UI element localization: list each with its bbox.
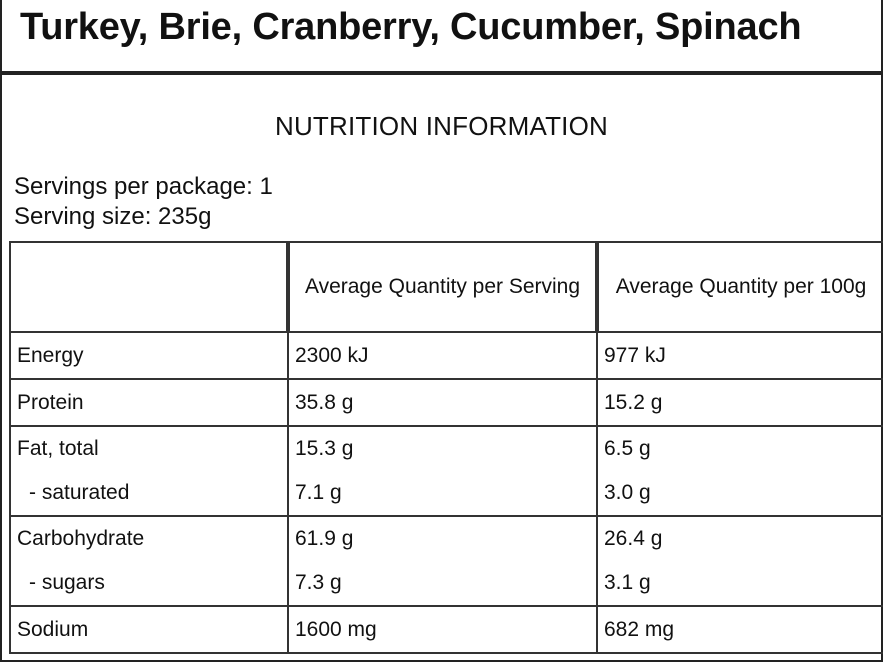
table-row-protein: Protein 35.8 g 15.2 g [9,378,883,427]
table-row-carbohydrate: Carbohydrate 61.9 g 26.4 g [9,515,883,561]
table-row-sodium: Sodium 1600 mg 682 mg [9,605,883,654]
value-per-100g: 3.1 g [596,561,883,607]
value-per-serving: 35.8 g [287,378,598,427]
nutrient-name: Carbohydrate [9,515,289,561]
value-per-100g: 26.4 g [596,515,883,561]
table-row-sugars: - sugars 7.3 g 3.1 g [9,561,883,607]
nutrient-name: Sodium [9,605,289,654]
table-row-energy: Energy 2300 kJ 977 kJ [9,331,883,380]
nutrition-heading: NUTRITION INFORMATION [274,111,609,141]
value-per-100g: 3.0 g [596,471,883,517]
table-row-fat-total: Fat, total 15.3 g 6.5 g [9,425,883,471]
header-nutrient [9,241,289,333]
serving-size: Serving size: 235g [14,203,212,230]
serving-info: Servings per package: 1 Serving size: 23… [14,172,273,232]
nutrient-name: - sugars [9,561,289,607]
nutrient-name: Protein [9,378,289,427]
table-header-row: Average Quantity per Serving Average Qua… [9,241,883,333]
value-per-100g: 15.2 g [596,378,883,427]
nutrient-name: - saturated [9,471,289,517]
header-per-100g: Average Quantity per 100g [595,241,883,333]
value-per-serving: 7.1 g [287,471,598,517]
value-per-serving: 1600 mg [287,605,598,654]
title-divider [2,71,881,75]
nutrition-table: Average Quantity per Serving Average Qua… [9,241,883,654]
table-row-saturated: - saturated 7.1 g 3.0 g [9,471,883,517]
product-title: Turkey, Brie, Cranberry, Cucumber, Spina… [20,6,802,48]
servings-per-package: Servings per package: 1 [14,173,273,200]
nutrient-name: Energy [9,331,289,380]
value-per-serving: 2300 kJ [287,331,598,380]
nutrient-name: Fat, total [9,425,289,471]
value-per-100g: 6.5 g [596,425,883,471]
value-per-100g: 682 mg [596,605,883,654]
value-per-100g: 977 kJ [596,331,883,380]
header-per-serving: Average Quantity per Serving [286,241,598,333]
value-per-serving: 15.3 g [287,425,598,471]
value-per-serving: 7.3 g [287,561,598,607]
value-per-serving: 61.9 g [287,515,598,561]
